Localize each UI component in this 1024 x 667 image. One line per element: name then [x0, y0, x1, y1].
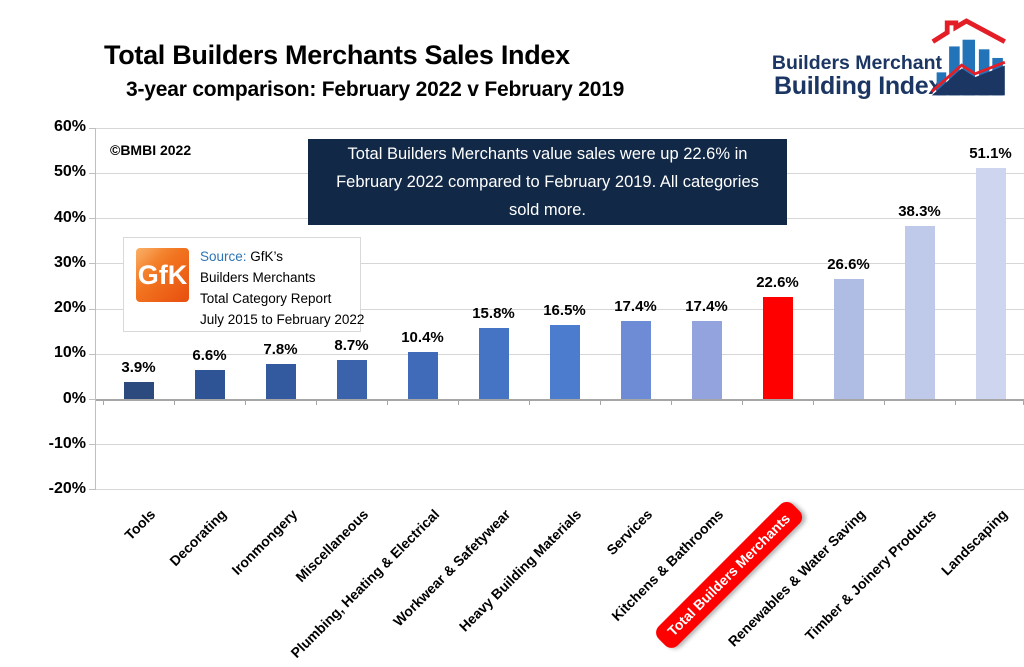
y-axis-tick	[89, 353, 96, 355]
gridline	[96, 263, 1024, 265]
zero-gridline	[96, 398, 1024, 401]
bar-decorating	[194, 369, 225, 400]
bar-ironmongery	[265, 364, 296, 400]
y-axis-tick-label: -20%	[48, 479, 86, 497]
callout-text: Total Builders Merchants value sales wer…	[336, 145, 759, 219]
y-axis-tick	[89, 172, 96, 174]
copyright-text: ©BMBI 2022	[110, 142, 192, 158]
gfk-logo: GfK	[136, 248, 189, 302]
y-axis-tick	[89, 263, 96, 265]
y-axis-tick-label: 30%	[53, 253, 86, 271]
bar-plumbing-heating-electrical	[407, 352, 438, 400]
x-axis-tick	[600, 399, 601, 405]
bar-value-label: 7.8%	[263, 341, 298, 359]
category-label-text: Decorating	[165, 506, 229, 570]
bar-value-label: 15.8%	[472, 305, 515, 323]
bar-heavy-building-materials	[549, 324, 580, 400]
gridline	[96, 489, 1024, 491]
bar-value-label: 3.9%	[121, 358, 156, 376]
bar-value-label: 22.6%	[756, 274, 799, 292]
x-axis-tick	[529, 399, 530, 405]
source-line-4: July 2015 to February 2022	[200, 312, 365, 327]
bar-workwear-safetywear	[478, 328, 509, 400]
brand-line2: Building Index	[773, 72, 942, 101]
y-axis-line	[94, 128, 96, 490]
x-axis-tick	[245, 399, 246, 405]
y-axis-tick	[89, 444, 96, 446]
y-axis-tick-label: 0%	[62, 389, 86, 407]
category-label-text: Services	[602, 506, 655, 559]
category-label-text: Ironmongery	[227, 506, 300, 578]
source-text: Source: GfK’s Builders Merchants Total C…	[200, 246, 364, 330]
y-axis-tick-label: 10%	[53, 344, 86, 362]
x-axis-tick	[813, 399, 814, 405]
callout-box: Total Builders Merchants value sales wer…	[308, 139, 787, 225]
category-label-text: Landscaping	[937, 506, 1010, 579]
gridline	[96, 127, 1024, 129]
category-label-text: Tools	[120, 506, 158, 543]
bar-kitchens-bathrooms	[691, 320, 722, 400]
category-label-text: Renewables & Water Saving	[724, 506, 868, 650]
source-label: Source:	[200, 249, 247, 264]
bar-total-builders-merchants	[762, 297, 793, 400]
y-axis-tick-label: 50%	[53, 163, 86, 181]
bar-tools	[123, 381, 154, 400]
category-label-text: Timber & Joinery Products	[801, 506, 939, 644]
bar-timber-joinery-products	[904, 226, 935, 400]
bar-value-label: 26.6%	[827, 256, 870, 274]
category-label-highlighted: Total Builders Merchants	[651, 498, 806, 652]
bar-value-label: 17.4%	[685, 297, 728, 315]
y-axis-tick-label: 20%	[53, 299, 86, 317]
bar-value-label: 8.7%	[334, 337, 369, 355]
x-axis-tick	[955, 399, 956, 405]
bar-value-label: 17.4%	[614, 297, 657, 315]
source-line-1: Source: GfK’s	[200, 246, 364, 267]
page-title: Total Builders Merchants Sales Index	[104, 40, 570, 70]
bar-renewables-water-saving	[833, 279, 864, 400]
x-axis-tick	[742, 399, 743, 405]
category-label-text: Miscellaneous	[291, 506, 371, 585]
x-axis-tick	[103, 399, 104, 405]
gridline	[96, 444, 1024, 446]
y-axis-tick	[89, 489, 96, 491]
bar-value-label: 16.5%	[543, 301, 586, 319]
page-subtitle: 3-year comparison: February 2022 v Febru…	[126, 78, 625, 101]
x-axis-tick	[387, 399, 388, 405]
source-line-2: Builders Merchants	[200, 270, 316, 285]
bmbi-house-bars-icon	[930, 18, 1006, 96]
bar-services	[620, 320, 651, 400]
y-axis-tick-label: 60%	[53, 118, 86, 136]
x-axis-tick	[884, 399, 885, 405]
bar-value-label: 6.6%	[192, 346, 227, 364]
bar-value-label: 38.3%	[898, 203, 941, 221]
category-label-text: Plumbing, Heating & Electrical	[286, 506, 442, 661]
y-axis-tick	[89, 218, 96, 220]
source-rest: GfK’s	[250, 249, 284, 264]
gfk-logo-text: GfK	[137, 259, 188, 290]
source-box: GfK Source: GfK’s Builders Merchants Tot…	[123, 237, 364, 332]
bar-value-label: 51.1%	[969, 145, 1012, 163]
bar-landscaping	[975, 168, 1006, 400]
y-axis-tick-label: 40%	[53, 208, 86, 226]
x-axis-tick	[174, 399, 175, 405]
bar-value-label: 10.4%	[401, 329, 444, 347]
source-line-3: Total Category Report	[200, 291, 332, 306]
x-axis-tick	[316, 399, 317, 405]
bar-miscellaneous	[336, 360, 367, 400]
brand-line1: Builders Merchant	[771, 52, 942, 74]
y-axis-tick-label: -10%	[48, 434, 86, 452]
gridline	[96, 308, 1024, 310]
y-axis-tick	[89, 399, 96, 400]
category-label-text: Heavy Building Materials	[455, 506, 584, 635]
x-axis-tick	[458, 399, 459, 405]
x-axis-tick	[671, 399, 672, 405]
y-axis-tick	[89, 308, 96, 310]
y-axis-tick	[89, 127, 96, 129]
brand-wordmark: Builders Merchant Building Index	[772, 53, 942, 100]
